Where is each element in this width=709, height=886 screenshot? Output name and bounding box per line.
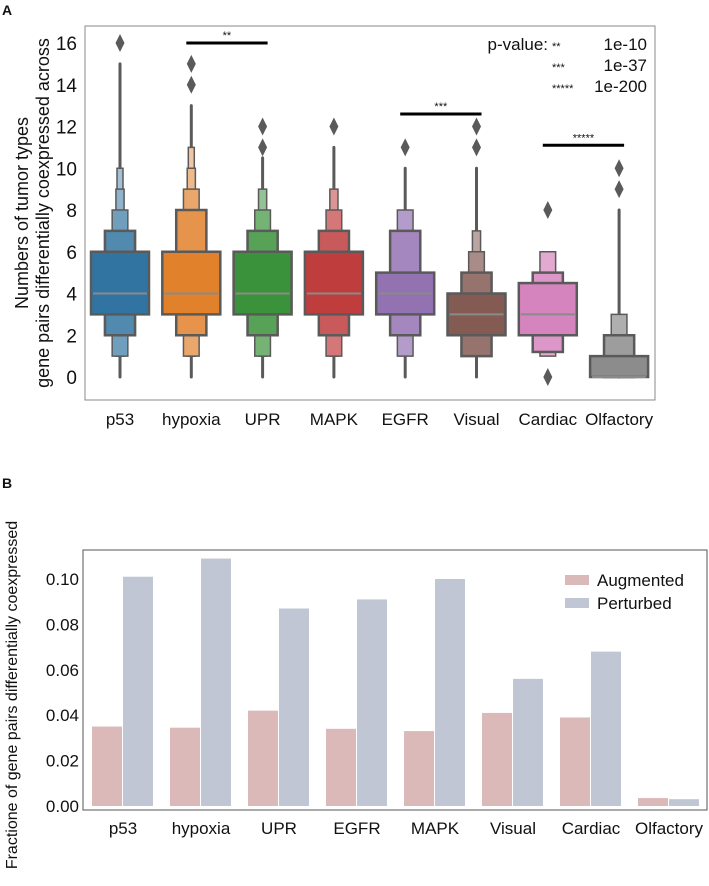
y-tick-label: 0.06 [46, 661, 79, 680]
y-tick-label: 0 [66, 368, 77, 389]
outlier-marker [400, 138, 410, 157]
bar-augmented [248, 710, 278, 806]
y-tick-label: 0.00 [46, 797, 79, 816]
y-tick-label: 8 [66, 201, 77, 222]
legend-swatch [565, 575, 589, 585]
y-axis-label: Fractione of gene pairs differentially c… [4, 521, 21, 869]
y-tick-label: 4 [66, 285, 77, 306]
panel-a-boxen-plot: 0 2 4 6 8 10 12 14 16 Numbers of tumor types gene … [12, 25, 656, 429]
x-tick-label: hypoxia [172, 819, 231, 838]
pvalue-legend-value: 1e-37 [604, 56, 647, 75]
bar-augmented [170, 727, 200, 806]
x-tick-label: MAPK [411, 819, 460, 838]
x-tick-label: EGFR [333, 819, 380, 838]
significance-stars: ***** [573, 132, 595, 144]
outlier-marker [186, 75, 196, 94]
outlier-marker [115, 34, 125, 52]
panel-a-label: A [2, 2, 12, 18]
bar-perturbed [669, 799, 699, 806]
letter-value-box [232, 250, 293, 316]
pvalue-legend-value: 1e-200 [594, 77, 647, 96]
bar-perturbed [435, 579, 465, 806]
y-tick-label: 0.04 [46, 706, 79, 725]
bar-perturbed [123, 576, 153, 806]
y-tick-label: 0.10 [46, 570, 79, 589]
y-axis-label-line1: Numbers of tumor types [12, 117, 32, 309]
bar-perturbed [513, 678, 543, 806]
outlier-marker [258, 117, 268, 136]
letter-value-box [161, 250, 222, 316]
legend-label: Perturbed [597, 594, 672, 613]
panel-b-label: B [2, 475, 12, 491]
x-tick-label: p53 [109, 819, 137, 838]
y-tick-label: 12 [56, 118, 77, 139]
bar-perturbed [201, 558, 231, 806]
outlier-marker [186, 54, 196, 73]
legend-label: Augmented [597, 571, 684, 590]
x-tick-label: Olfactory [585, 410, 654, 429]
plot-frame [82, 549, 708, 811]
x-tick-label: Cardiac [519, 410, 578, 429]
bar-perturbed [279, 608, 309, 806]
x-tick-label: UPR [261, 819, 297, 838]
x-tick-label: MAPK [310, 410, 359, 429]
bar-augmented [92, 726, 122, 806]
letter-value-box [517, 281, 579, 337]
y-tick-label: 16 [56, 34, 77, 55]
bar-augmented [404, 731, 434, 806]
outlier-marker [472, 138, 481, 157]
y-tick-label: 14 [56, 76, 78, 97]
plot-frame [84, 25, 656, 401]
bar-augmented [482, 712, 512, 806]
x-tick-label: p53 [106, 410, 134, 429]
bar-perturbed [357, 599, 387, 806]
x-tick-label: Visual [454, 410, 500, 429]
outlier-marker [329, 117, 339, 136]
y-tick-label: 2 [66, 326, 77, 347]
outlier-marker [543, 368, 553, 386]
x-tick-label: UPR [245, 410, 281, 429]
outlier-marker [472, 117, 481, 136]
bar-perturbed [591, 651, 621, 806]
y-tick-label: 0.08 [46, 615, 79, 634]
letter-value-box [89, 250, 151, 316]
x-tick-label: EGFR [382, 410, 429, 429]
pvalue-legend-stars: *** [552, 62, 566, 74]
outlier-marker [614, 159, 624, 178]
legend-swatch [565, 598, 589, 608]
pvalue-legend-stars: ***** [552, 83, 574, 95]
y-tick-label: 0.02 [46, 752, 79, 771]
pvalue-legend-title: p-value: [488, 35, 548, 54]
pvalue-legend-stars: ** [552, 41, 561, 53]
letter-value-box [588, 354, 650, 379]
y-tick-label: 6 [66, 243, 77, 264]
x-tick-label: Visual [490, 819, 536, 838]
y-tick-label: 10 [56, 159, 77, 180]
x-tick-label: Cardiac [562, 819, 621, 838]
outlier-marker [614, 180, 624, 199]
significance-stars: *** [434, 101, 448, 113]
y-axis-label-line2: gene pairs differentially coexpressed ac… [33, 38, 53, 388]
outlier-marker [258, 138, 268, 157]
outlier-marker [543, 201, 553, 219]
letter-value-box [303, 250, 365, 316]
x-tick-label: hypoxia [162, 410, 221, 429]
panel-b-bar-chart: 0.00 0.02 0.04 0.06 0.08 0.10 Fractione of gen… [4, 521, 708, 869]
significance-stars: ** [223, 30, 232, 42]
bar-augmented [326, 728, 356, 806]
bar-augmented [638, 798, 668, 806]
bar-augmented [560, 717, 590, 806]
x-tick-label: Olfactory [635, 819, 704, 838]
pvalue-legend-value: 1e-10 [604, 35, 647, 54]
